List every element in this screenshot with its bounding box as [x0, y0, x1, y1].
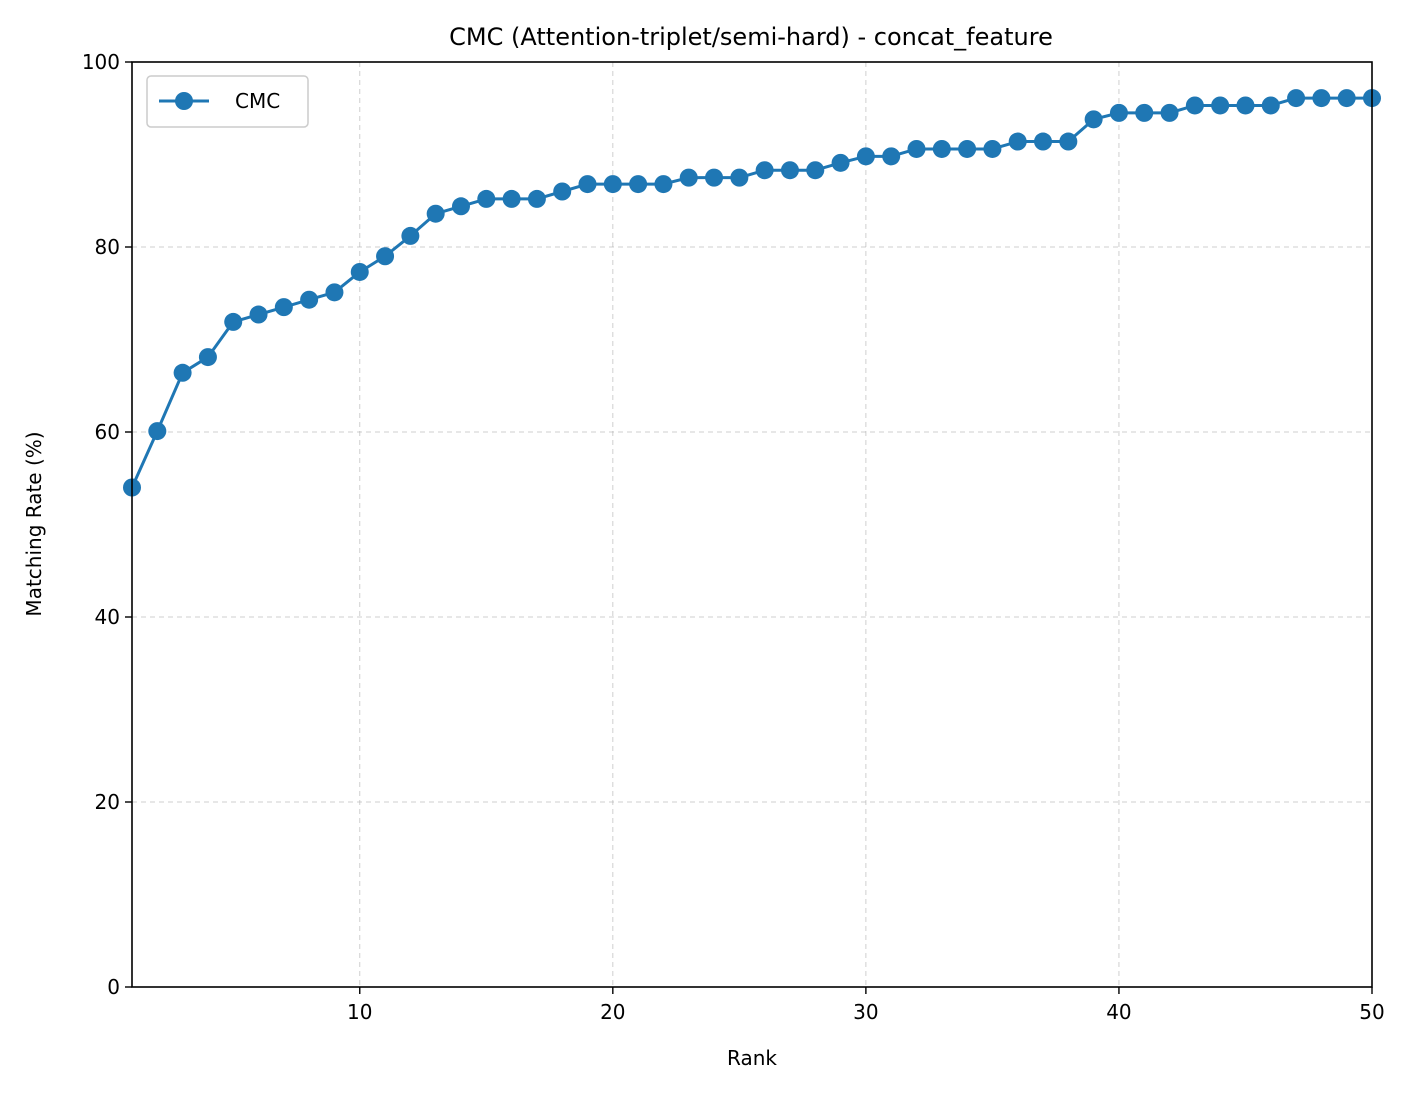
data-point — [1236, 96, 1255, 115]
data-point — [451, 197, 470, 216]
data-point — [932, 139, 951, 158]
legend-marker — [175, 92, 193, 110]
data-point — [882, 147, 901, 166]
series-layer — [123, 89, 1381, 497]
x-tick-label: 30 — [853, 1000, 878, 1024]
data-point — [1160, 103, 1179, 122]
data-point — [1185, 96, 1204, 115]
data-point — [1008, 132, 1027, 151]
data-point — [603, 175, 622, 194]
data-point — [300, 290, 319, 309]
data-point — [502, 189, 521, 208]
legend: CMC — [146, 75, 309, 128]
data-point — [350, 262, 369, 281]
data-point — [629, 175, 648, 194]
data-point — [831, 153, 850, 172]
data-point — [274, 298, 293, 317]
data-point — [654, 175, 673, 194]
data-point — [578, 175, 597, 194]
y-tick-label: 60 — [95, 420, 120, 444]
data-point — [249, 305, 268, 324]
data-point — [780, 161, 799, 180]
data-point — [376, 247, 395, 266]
x-tick-label: 20 — [600, 1000, 625, 1024]
axis-ticks: 10 20 30 40 50 0 20 40 60 80 100 — [82, 50, 1385, 1024]
data-point — [173, 363, 192, 382]
data-point — [477, 189, 496, 208]
data-point — [1109, 103, 1128, 122]
legend-box — [146, 75, 309, 128]
data-point — [1261, 96, 1280, 115]
legend-label: CMC — [235, 89, 280, 113]
data-point — [983, 139, 1002, 158]
data-point — [1034, 132, 1053, 151]
data-point — [1337, 89, 1356, 108]
data-point — [730, 168, 749, 187]
data-point — [401, 226, 420, 245]
data-point — [679, 168, 698, 187]
data-point — [1312, 89, 1331, 108]
data-point — [755, 161, 774, 180]
y-tick-label: 0 — [107, 975, 120, 999]
data-point — [806, 161, 825, 180]
data-point — [553, 182, 572, 201]
data-point — [856, 147, 875, 166]
data-point — [1211, 96, 1230, 115]
y-tick-label: 100 — [82, 50, 120, 74]
y-tick-label: 80 — [95, 235, 120, 259]
data-point — [705, 168, 724, 187]
y-axis-title: Matching Rate (%) — [22, 431, 46, 616]
data-point — [1059, 132, 1078, 151]
x-tick-label: 40 — [1106, 1000, 1131, 1024]
data-point — [907, 139, 926, 158]
x-tick-label: 50 — [1359, 1000, 1384, 1024]
data-point — [1135, 103, 1154, 122]
data-point — [148, 422, 167, 441]
data-point — [958, 139, 977, 158]
chart-title: CMC (Attention-triplet/semi-hard) - conc… — [449, 23, 1053, 51]
data-point — [527, 189, 546, 208]
data-point — [325, 283, 344, 302]
data-point — [224, 312, 243, 331]
x-axis-title: Rank — [727, 1046, 777, 1070]
plot-frame — [131, 61, 1373, 988]
data-point — [1287, 89, 1306, 108]
data-point — [426, 204, 445, 223]
y-tick-label: 20 — [95, 790, 120, 814]
y-tick-label: 40 — [95, 605, 120, 629]
data-point — [198, 348, 217, 367]
x-tick-label: 10 — [347, 1000, 372, 1024]
data-point — [1084, 110, 1103, 129]
